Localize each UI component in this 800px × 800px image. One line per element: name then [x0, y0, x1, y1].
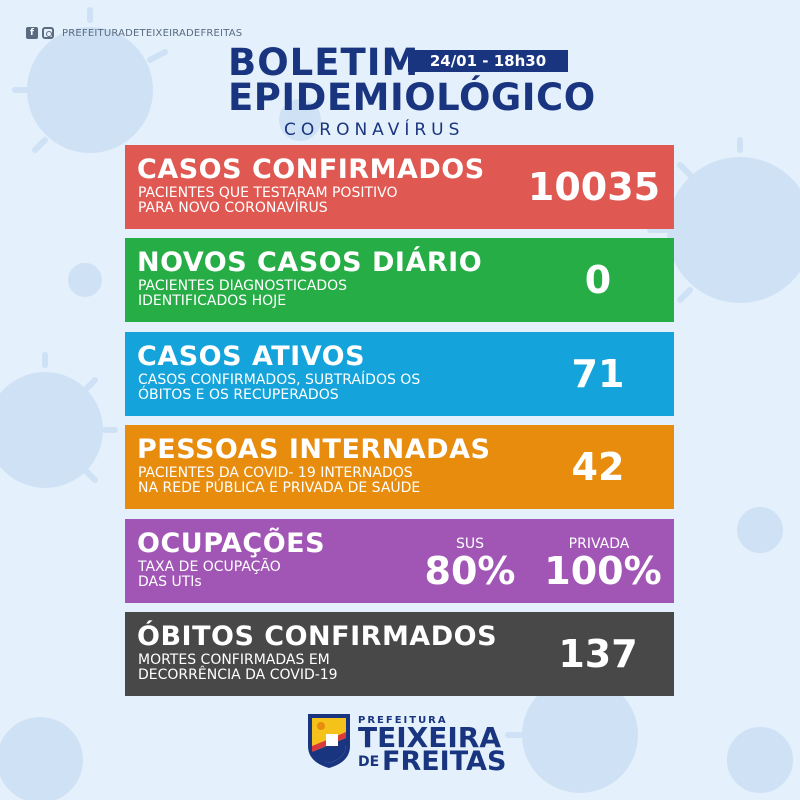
card-desc-line1: PACIENTES DA COVID- 19 INTERNADOS [138, 465, 413, 481]
social-handle-text: PREFEITURADETEIXEIRADEFREITAS [62, 27, 243, 39]
card-desc-line2: ÓBITOS E OS RECUPERADOS [138, 387, 339, 403]
card-desc-line2: PARA NOVO CORONAVÍRUS [138, 200, 328, 216]
card-description: TAXA DE OCUPAÇÃO DAS UTIs [138, 560, 518, 590]
card-description: PACIENTES DIAGNOSTICADOS IDENTIFICADOS H… [138, 279, 518, 309]
sus-value: 80% [424, 549, 516, 593]
card-value: 137 [558, 632, 638, 676]
card-confirmed-cases: CASOS CONFIRMADOS PACIENTES QUE TESTARAM… [125, 145, 674, 229]
card-desc-line1: CASOS CONFIRMADOS, SUBTRAÍDOS OS [138, 372, 421, 388]
title-line1: BOLETIM [228, 41, 420, 84]
card-description: CASOS CONFIRMADOS, SUBTRAÍDOS OS ÓBITOS … [138, 373, 518, 403]
social-handle: f PREFEITURADETEIXEIRADEFREITAS [26, 27, 242, 39]
card-title: OCUPAÇÕES [137, 528, 326, 559]
card-desc-line2: DAS UTIs [138, 574, 202, 590]
logo-main: TEIXEIRA [358, 721, 502, 754]
shield-icon [308, 714, 350, 768]
date-badge: 24/01 - 18h30 [408, 50, 568, 72]
card-desc-line1: PACIENTES DIAGNOSTICADOS [138, 278, 348, 294]
card-description: PACIENTES QUE TESTARAM POSITIVO PARA NOV… [138, 186, 518, 216]
card-value: 10035 [527, 165, 661, 209]
sus-label: SUS [455, 536, 485, 552]
card-desc-line2: NA REDE PÚBLICA E PRIVADA DE SAÚDE [138, 480, 421, 496]
card-occupancy: OCUPAÇÕES TAXA DE OCUPAÇÃO DAS UTIs SUS … [125, 519, 674, 603]
card-title: NOVOS CASOS DIÁRIO [137, 247, 483, 278]
instagram-icon [42, 27, 54, 39]
card-desc-line1: TAXA DE OCUPAÇÃO [138, 559, 281, 575]
card-value: 42 [571, 445, 625, 489]
card-value: 0 [584, 258, 612, 302]
card-description: MORTES CONFIRMADAS EM DECORRÊNCIA DA COV… [138, 653, 518, 683]
card-value: 71 [571, 352, 625, 396]
card-title: ÓBITOS CONFIRMADOS [137, 621, 498, 652]
card-desc-line2: IDENTIFICADOS HOJE [138, 293, 287, 309]
card-hospitalized: PESSOAS INTERNADAS PACIENTES DA COVID- 1… [125, 425, 674, 509]
logo-de: DE [358, 754, 380, 770]
card-desc-line2: DECORRÊNCIA DA COVID-19 [138, 667, 338, 683]
card-deaths: ÓBITOS CONFIRMADOS MORTES CONFIRMADAS EM… [125, 612, 674, 696]
card-desc-line1: PACIENTES QUE TESTARAM POSITIVO [138, 185, 398, 201]
title-subtitle: CORONAVÍRUS [284, 120, 465, 140]
logo-bottom: FREITAS [382, 746, 507, 777]
private-value: 100% [544, 549, 662, 593]
card-daily-cases: NOVOS CASOS DIÁRIO PACIENTES DIAGNOSTICA… [125, 238, 674, 322]
card-active-cases: CASOS ATIVOS CASOS CONFIRMADOS, SUBTRAÍD… [125, 332, 674, 416]
card-desc-line1: MORTES CONFIRMADAS EM [138, 652, 330, 668]
card-title: PESSOAS INTERNADAS [137, 434, 491, 465]
city-logo: PREFEITURA TEIXEIRA DE FREITAS [306, 712, 507, 777]
card-title: CASOS ATIVOS [137, 341, 366, 372]
card-title: CASOS CONFIRMADOS [137, 154, 485, 185]
facebook-icon: f [26, 27, 38, 39]
title-line2: EPIDEMIOLÓGICO [228, 76, 596, 119]
logo-top: PREFEITURA [358, 715, 448, 726]
private-label: PRIVADA [568, 536, 630, 552]
card-description: PACIENTES DA COVID- 19 INTERNADOS NA RED… [138, 466, 518, 496]
